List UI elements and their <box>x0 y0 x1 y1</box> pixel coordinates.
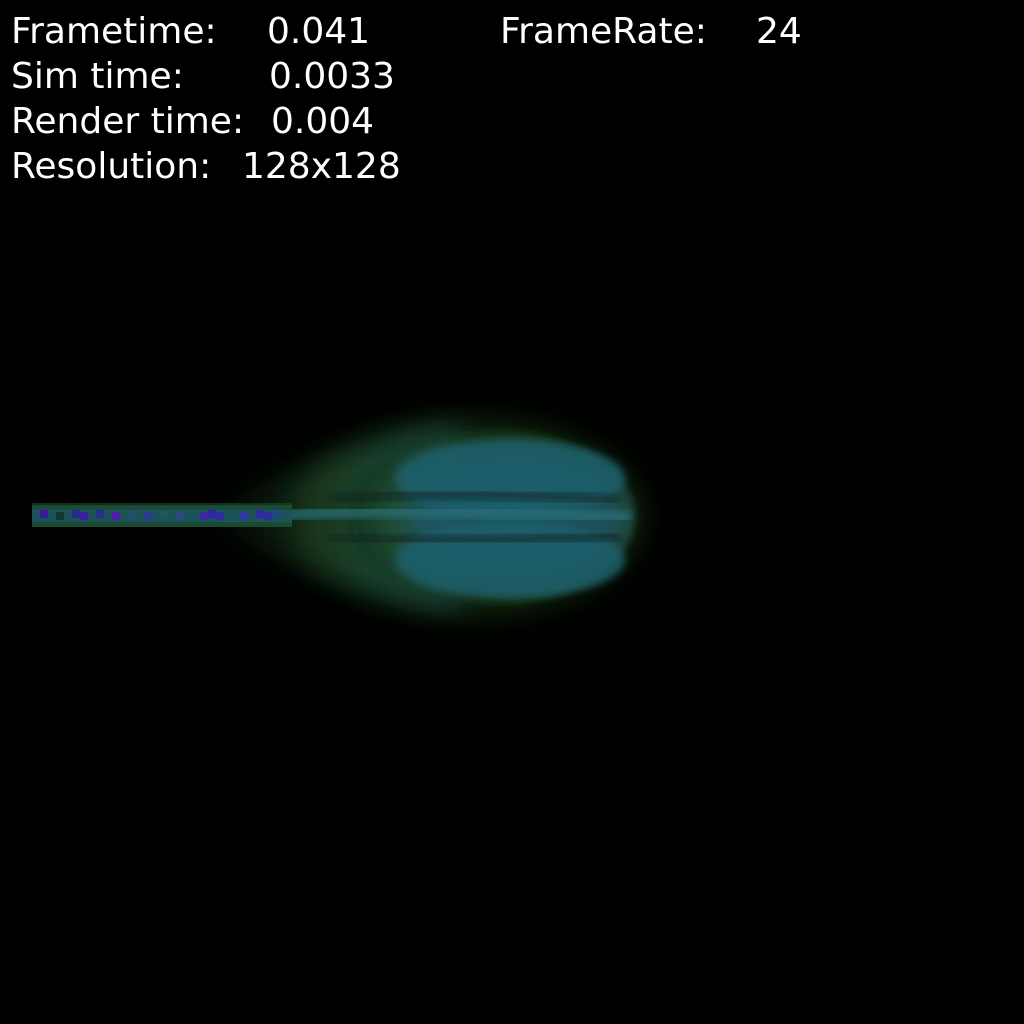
framerate-label: FrameRate: <box>500 11 707 52</box>
simtime-value: 0.0033 <box>269 56 395 97</box>
frametime-row: Frametime: 0.041 <box>11 9 370 54</box>
simtime-row: Sim time: 0.0033 <box>11 54 395 99</box>
framerate-value: 24 <box>756 11 802 52</box>
simtime-label: Sim time: <box>11 56 184 97</box>
frametime-label: Frametime: <box>11 11 217 52</box>
rendertime-row: Render time: 0.004 <box>11 99 374 144</box>
rendertime-value: 0.004 <box>271 101 375 142</box>
resolution-label: Resolution: <box>11 146 212 187</box>
inlet-jet <box>32 503 292 527</box>
plume-seam-upper <box>329 490 621 504</box>
resolution-row: Resolution: 128x128 <box>11 144 401 189</box>
rendertime-label: Render time: <box>11 101 245 142</box>
plume-upper-lobe <box>395 440 625 516</box>
framerate-row: FrameRate: 24 <box>500 9 802 54</box>
frametime-value: 0.041 <box>267 11 371 52</box>
stats-overlay: Frametime: 0.041 FrameRate: 24 Sim time:… <box>0 0 1024 315</box>
plume-seam-lower <box>329 532 621 545</box>
plume-core-streak <box>279 505 631 523</box>
resolution-value: 128x128 <box>242 146 401 187</box>
